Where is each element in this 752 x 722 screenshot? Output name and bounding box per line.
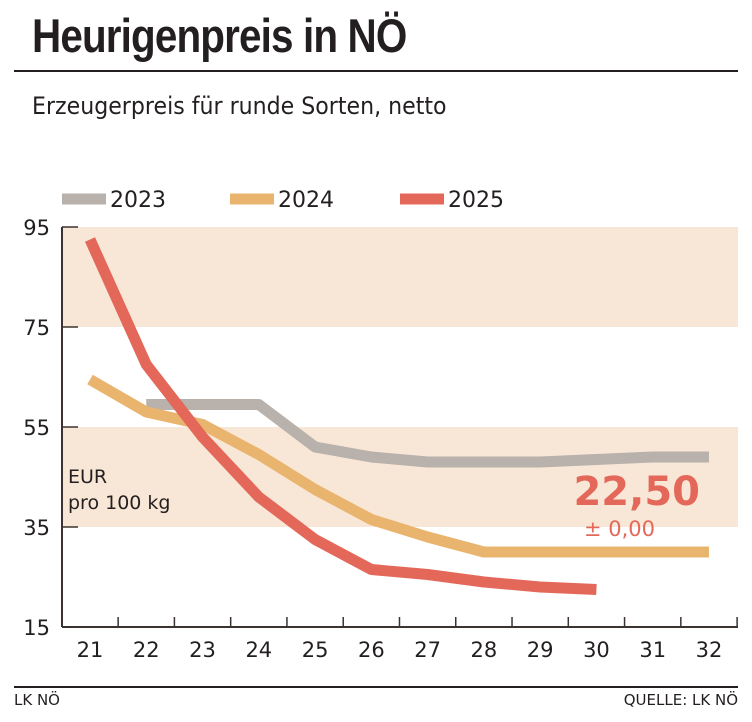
x-tick-label: 23 [189, 638, 216, 662]
y-axis-label-line1: EUR [68, 466, 107, 488]
x-tick-label: 26 [358, 638, 385, 662]
x-tick-label: 25 [302, 638, 329, 662]
y-tick-label: 95 [23, 216, 50, 240]
x-tick-label: 31 [639, 638, 666, 662]
x-tick-label: 29 [527, 638, 554, 662]
subtitle: Erzeugerpreis für runde Sorten, netto [32, 92, 447, 120]
x-tick-label: 30 [583, 638, 610, 662]
y-tick-label: 55 [23, 416, 50, 440]
x-tick-label: 28 [471, 638, 498, 662]
y-tick-label: 15 [23, 616, 50, 640]
x-tick-label: 32 [696, 638, 723, 662]
x-tick-label: 27 [414, 638, 441, 662]
title-rule [14, 70, 738, 72]
legend-label-2025: 2025 [448, 188, 504, 213]
legend-label-2024: 2024 [278, 188, 334, 213]
legend-label-2023: 2023 [110, 188, 166, 213]
page-title: Heurigenpreis in NÖ [32, 9, 407, 62]
footer-source: QUELLE: LK NÖ [623, 691, 738, 709]
latest-value-label: 22,50 [573, 469, 700, 515]
x-tick-label: 22 [133, 638, 160, 662]
x-tick-label: 21 [77, 638, 104, 662]
series-line-2023 [146, 399, 709, 468]
y-tick-label: 75 [23, 316, 50, 340]
footer-rule [14, 686, 738, 688]
series-line-2025 [84, 237, 597, 595]
shaded-band [62, 427, 738, 527]
latest-change-label: ± 0,00 [584, 517, 655, 541]
y-tick-label: 35 [23, 516, 50, 540]
x-tick-label: 24 [245, 638, 272, 662]
footer-left: LK NÖ [14, 691, 60, 709]
y-axis-label-line2: pro 100 kg [68, 492, 171, 514]
line-chart: 95 75 55 35 15 21 22 23 24 25 26 27 28 29 30 31 32 EUR pro… [23, 188, 738, 662]
shaded-band [62, 227, 738, 327]
